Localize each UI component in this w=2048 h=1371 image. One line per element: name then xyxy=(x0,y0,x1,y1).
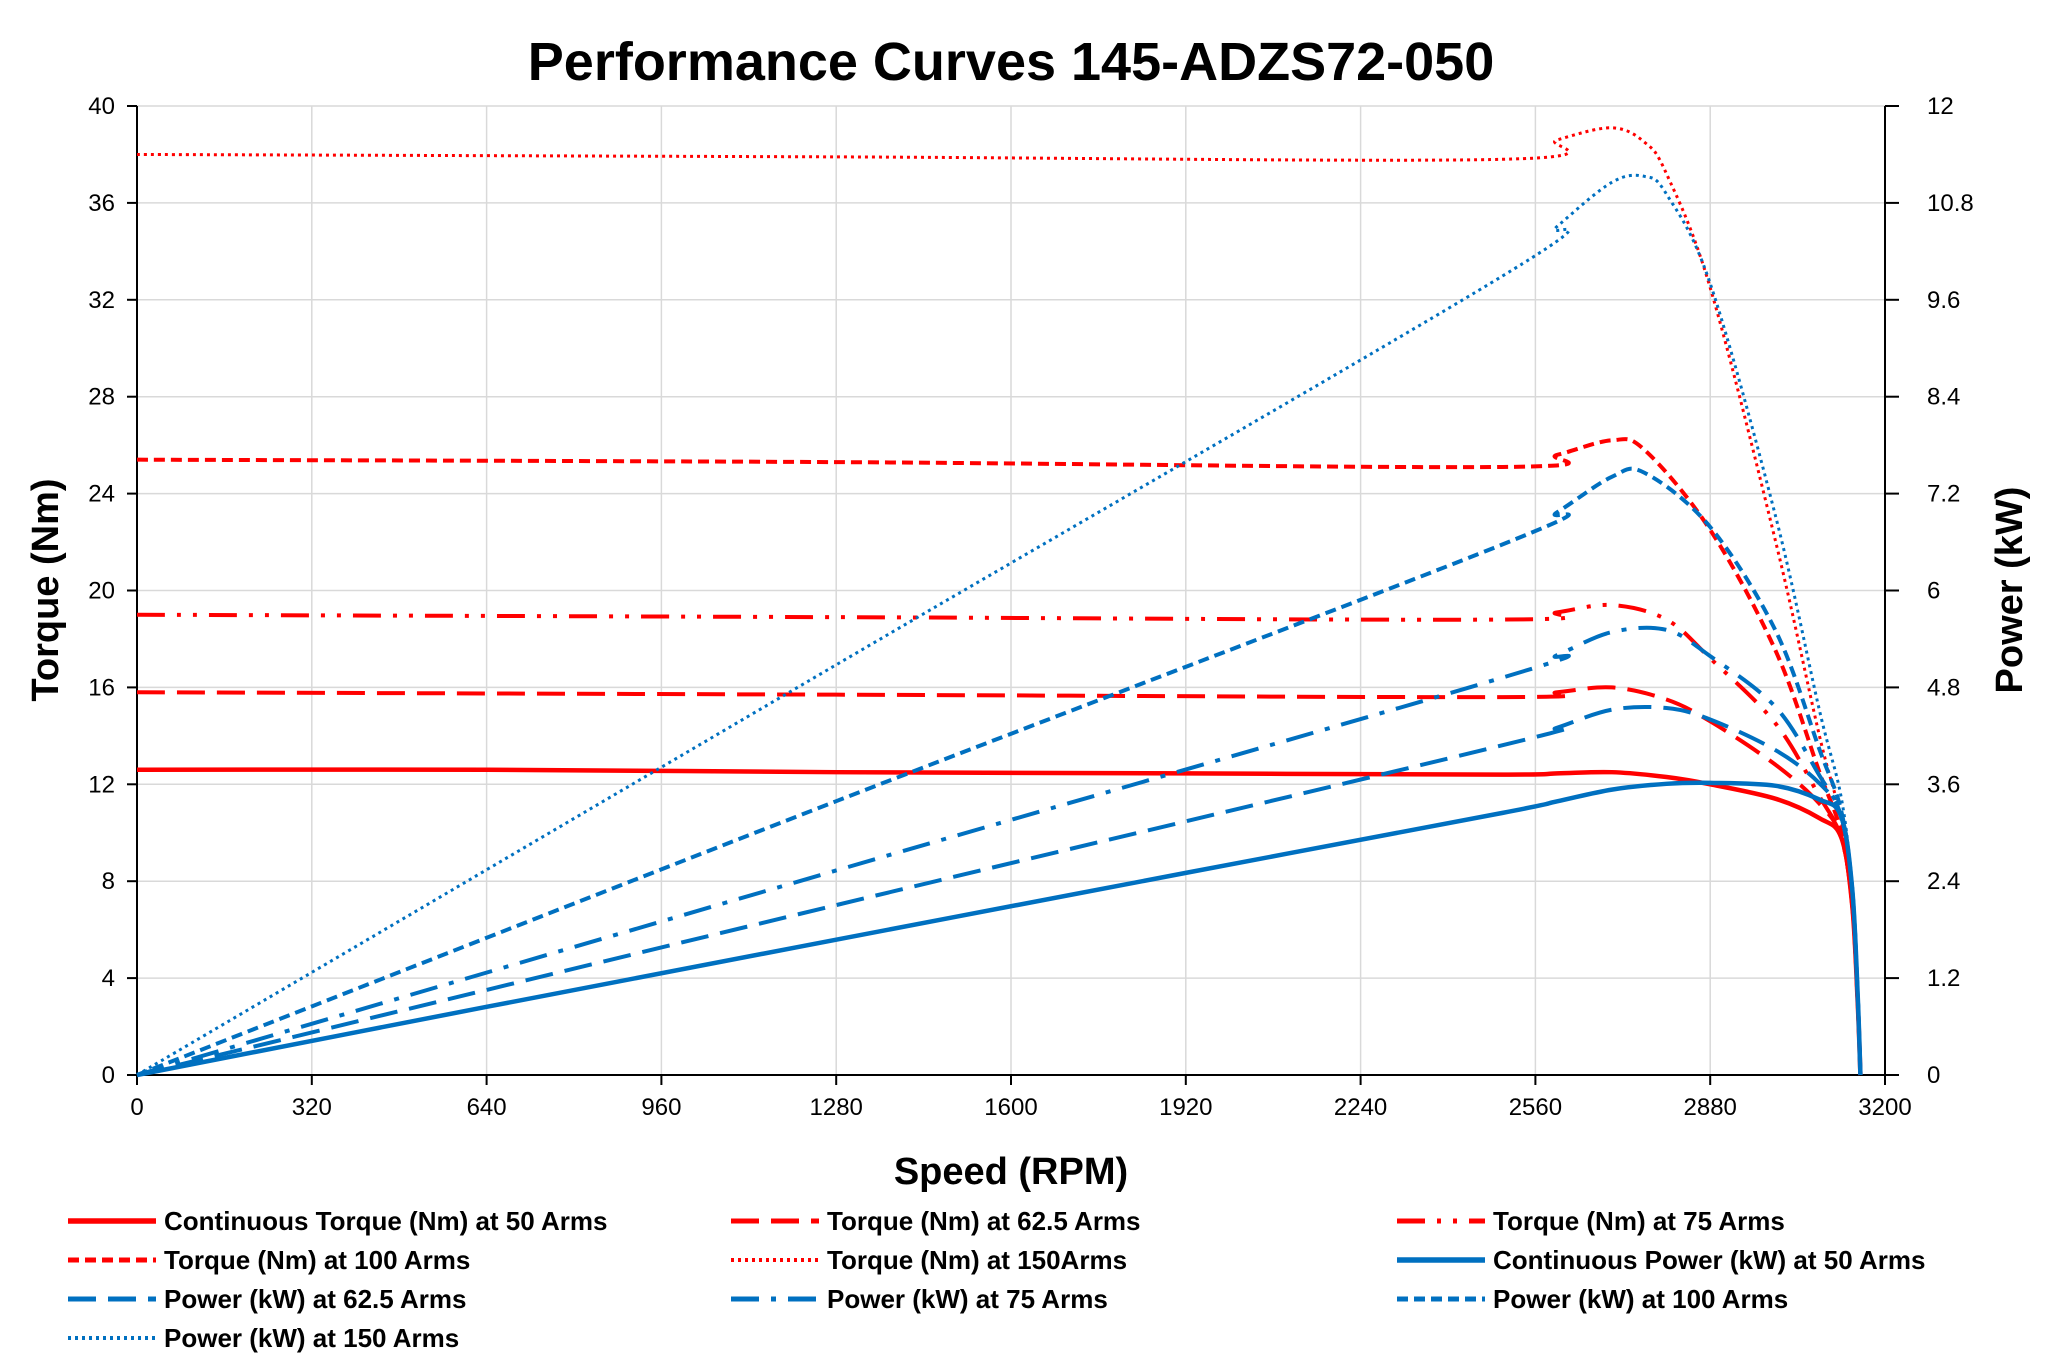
y-tick-label: 0 xyxy=(102,1062,115,1089)
y-tick-label: 32 xyxy=(88,287,115,314)
y-tick-label: 20 xyxy=(88,578,115,605)
x-tick-label: 1600 xyxy=(984,1094,1037,1121)
series-line-continuous-power-kw-at-50-arms xyxy=(136,780,1863,1078)
x-tick-label: 1920 xyxy=(1159,1094,1212,1121)
y2-tick-label: 10.8 xyxy=(1927,190,1974,217)
legend-label: Power (kW) at 62.5 Arms xyxy=(164,1284,466,1314)
y2-tick-label: 8.4 xyxy=(1927,384,1960,411)
legend-label: Continuous Torque (Nm) at 50 Arms xyxy=(164,1206,607,1236)
x-tick-label: 2880 xyxy=(1684,1094,1737,1121)
y-tick-label: 4 xyxy=(102,965,115,992)
y-tick-label: 16 xyxy=(88,674,115,701)
series-line-torque-nm-at-100-arms xyxy=(136,437,1863,1076)
series-line-continuous-torque-nm-at-50-arms xyxy=(136,767,1863,1076)
y2-tick-label: 7.2 xyxy=(1927,481,1960,508)
x-tick-label: 3200 xyxy=(1858,1094,1911,1121)
x-tick-label: 640 xyxy=(467,1094,507,1121)
x-tick-label: 960 xyxy=(641,1094,681,1121)
y2-tick-label: 4.8 xyxy=(1927,674,1960,701)
legend-label: Torque (Nm) at 75 Arms xyxy=(1493,1206,1785,1236)
series-line-torque-nm-at-150arms xyxy=(136,126,1862,1076)
series-line-power-kw-at-62-5-arms xyxy=(136,704,1863,1077)
y-tick-label: 8 xyxy=(102,868,115,895)
x-tick-label: 320 xyxy=(292,1094,332,1121)
y2-tick-label: 9.6 xyxy=(1927,287,1960,314)
y-axis-title: Torque (Nm) xyxy=(25,478,67,701)
x-tick-label: 1280 xyxy=(810,1094,863,1121)
x-tick-label: 2240 xyxy=(1334,1094,1387,1121)
legend-label: Power (kW) at 75 Arms xyxy=(827,1284,1108,1314)
legend-label: Torque (Nm) at 62.5 Arms xyxy=(827,1206,1141,1236)
y-tick-label: 36 xyxy=(88,190,115,217)
y-tick-label: 24 xyxy=(88,481,115,508)
y2-tick-label: 6 xyxy=(1927,578,1940,605)
legend-label: Power (kW) at 100 Arms xyxy=(1493,1284,1788,1314)
legend-label: Torque (Nm) at 150Arms xyxy=(827,1245,1127,1275)
x-tick-label: 0 xyxy=(130,1094,143,1121)
series-line-power-kw-at-150-arms xyxy=(136,173,1862,1077)
legend-label: Torque (Nm) at 100 Arms xyxy=(164,1245,470,1275)
legend-label: Power (kW) at 150 Arms xyxy=(164,1323,459,1353)
y-tick-label: 28 xyxy=(88,384,115,411)
y2-tick-label: 0 xyxy=(1927,1062,1940,1089)
y-tick-label: 40 xyxy=(88,93,115,120)
legend-label: Continuous Power (kW) at 50 Arms xyxy=(1493,1245,1925,1275)
y2-tick-label: 3.6 xyxy=(1927,771,1960,798)
series-line-torque-nm-at-75-arms xyxy=(136,602,1863,1076)
x-axis-title: Speed (RPM) xyxy=(894,1151,1128,1193)
y2-axis-title: Power (kW) xyxy=(1989,487,2031,694)
x-tick-label: 2560 xyxy=(1509,1094,1562,1121)
y-tick-label: 12 xyxy=(88,771,115,798)
y2-tick-label: 12 xyxy=(1927,93,1954,120)
chart-title: Performance Curves 145-ADZS72-050 xyxy=(528,32,1494,92)
y2-tick-label: 2.4 xyxy=(1927,868,1960,895)
y2-tick-label: 1.2 xyxy=(1927,965,1960,992)
